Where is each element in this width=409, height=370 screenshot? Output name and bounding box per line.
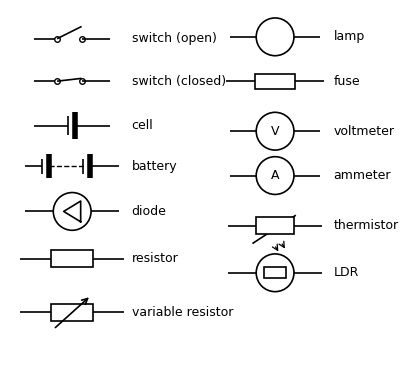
Text: battery: battery (132, 159, 177, 173)
Polygon shape (64, 201, 81, 222)
Circle shape (256, 157, 294, 195)
Circle shape (256, 112, 294, 150)
Circle shape (256, 18, 294, 56)
Bar (52, 250, 93, 267)
Text: switch (open): switch (open) (132, 32, 216, 45)
Text: cell: cell (132, 119, 153, 132)
Bar (52, 304, 93, 321)
Bar (256, 217, 294, 234)
Text: lamp: lamp (334, 30, 365, 43)
Text: diode: diode (132, 205, 166, 218)
Text: ammeter: ammeter (334, 169, 391, 182)
Circle shape (53, 192, 91, 230)
Text: LDR: LDR (334, 266, 359, 279)
Text: fuse: fuse (334, 75, 360, 88)
Circle shape (256, 254, 294, 292)
Text: variable resistor: variable resistor (132, 306, 233, 319)
Text: voltmeter: voltmeter (334, 125, 395, 138)
Bar (264, 267, 286, 279)
Bar (255, 74, 295, 89)
Text: V: V (271, 125, 279, 138)
Text: thermistor: thermistor (334, 219, 399, 232)
Text: A: A (271, 169, 279, 182)
Text: switch (closed): switch (closed) (132, 75, 226, 88)
Text: resistor: resistor (132, 252, 178, 265)
